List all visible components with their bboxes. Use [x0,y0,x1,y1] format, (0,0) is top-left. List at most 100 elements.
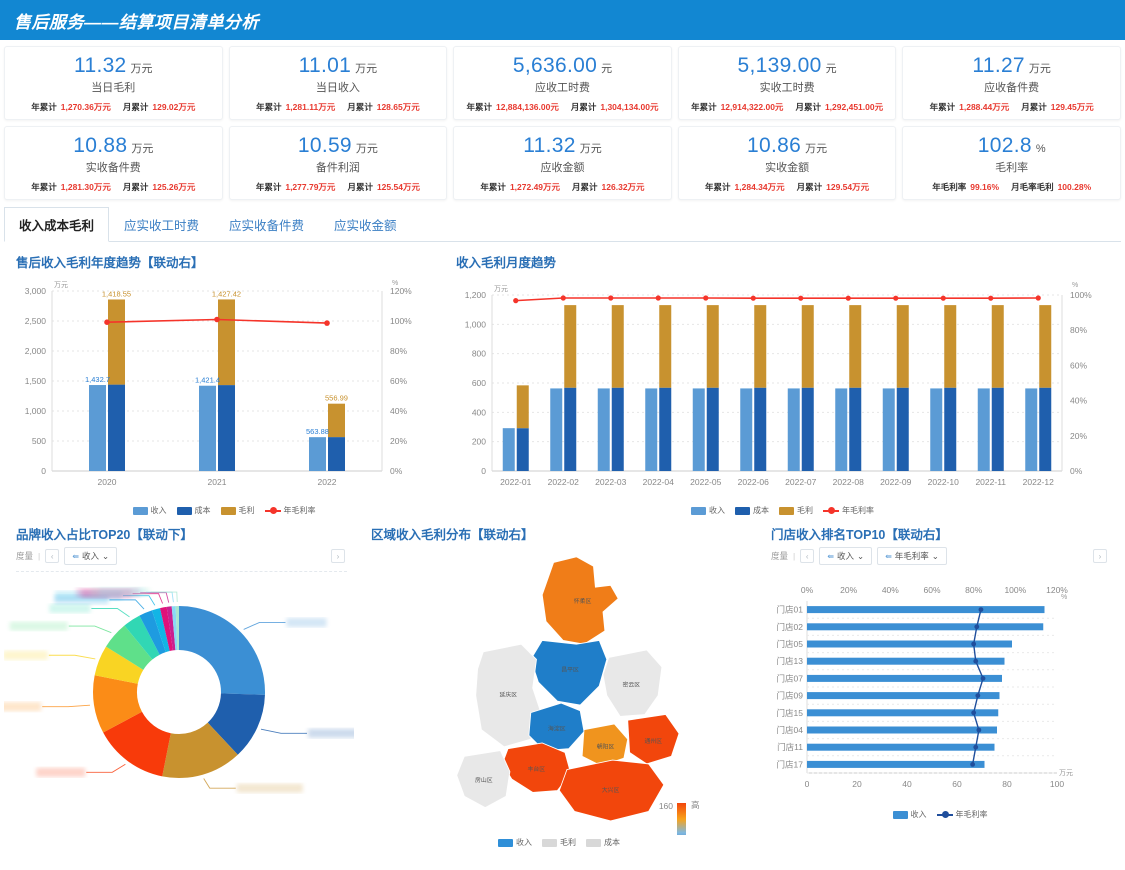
donut-slice[interactable] [124,615,160,660]
map-region[interactable] [528,702,585,752]
donut-slice[interactable] [162,722,238,778]
donut-slice[interactable] [93,675,142,733]
svg-text:2022-10: 2022-10 [928,477,959,487]
brand-next-button[interactable]: › [331,549,345,563]
kpi-card[interactable]: 102.8% 毛利率 年毛利率 99.16% 月毛率毛利 100.28% [902,126,1121,200]
brand-donut-chart[interactable] [4,572,354,824]
tab-1[interactable]: 应实收工时费 [124,219,200,233]
donut-slice[interactable] [207,693,265,755]
legend-item[interactable]: 年毛利率 [936,809,988,820]
svg-text:20%: 20% [390,436,407,446]
donut-slice[interactable] [94,646,144,684]
map-region[interactable] [475,643,541,748]
legend-item[interactable]: 收入 [498,837,532,848]
kpi-card[interactable]: 11.01 万元 当日收入 年累计 1,281.11万元 月累计 128.65万元 [228,46,448,120]
legend-item[interactable]: 收入 [132,505,167,516]
store-measure-select-2[interactable]: ⇚ 年毛利率 ⌄ [877,547,947,565]
svg-text:100%: 100% [1004,585,1026,595]
svg-text:2022-08: 2022-08 [833,477,864,487]
region-map-chart[interactable]: 怀柔区昌平区延庆区密云区海淀区朝阳区丰台区房山区通州区大兴区16063高低 [359,545,759,835]
donut-slice[interactable] [179,606,265,695]
trend-charts-row: 售后收入毛利年度趋势【联动右】 3,000 2,500 2,000 1,500 1,00… [0,242,1125,516]
region-map-title: 区域收入毛利分布【联动右】 [371,528,534,542]
kpi-sub-key: 年累计 [480,181,506,192]
map-region[interactable] [627,714,680,765]
svg-text:2021: 2021 [208,477,227,487]
kpi-sub-item: 年毛利率 99.16% [932,181,999,193]
svg-text:门店11: 门店11 [777,742,803,752]
kpi-card[interactable]: 10.86 万元 实收金额 年累计 1,284.34万元 月累计 129.54万元 [677,126,897,200]
kpi-card[interactable]: 11.32 万元 应收金额 年累计 1,272.49万元 月累计 126.32万元 [453,126,672,200]
kpi-unit: 万元 [355,62,378,75]
map-region[interactable] [541,556,619,645]
yearly-trend-title: 售后收入毛利年度趋势【联动右】 [16,256,204,270]
map-region[interactable] [558,759,665,822]
kpi-sub-value: 12,914,322.00元 [720,101,784,112]
kpi-label: 应收工时费 [534,81,590,94]
yearly-trend-chart[interactable]: 3,000 2,500 2,000 1,500 1,000 500 0 0% 20% 40% 60%… [4,273,434,503]
legend-item[interactable]: 毛利 [220,505,255,516]
legend-item[interactable]: 成本 [586,837,620,848]
legend-item[interactable]: 收入 [892,809,927,820]
kpi-card[interactable]: 10.88 万元 实收备件费 年累计 1,281.30万元 月累计 125.26万元 [4,126,223,200]
donut-slice[interactable] [139,610,166,655]
kpi-card[interactable]: 10.59 万元 备件利润 年累计 1,277.79万元 月累计 125.54万元 [228,126,448,200]
map-region[interactable] [581,723,629,767]
legend-swatch [691,506,706,515]
store-ranking-chart[interactable]: 0% 20% 40% 60% 80% 100% 120%% 0 20 40 60 80 100 万元 门店0… [759,577,1109,807]
brand-measure-select[interactable]: ⇚ 收入 ⌄ [64,547,118,565]
svg-text:1,432.7: 1,432.7 [85,375,110,384]
kpi-sub-row: 年累计 1,270.36万元 月累计 129.02万元 [31,101,195,113]
kpi-sub-item: 月累计 1,292,451.00元 [795,101,883,113]
kpi-main: 10.59 万元 [298,134,378,158]
map-region[interactable] [602,649,663,717]
svg-text:门店17: 门店17 [777,759,804,769]
store-next-button[interactable]: › [1093,549,1107,563]
store-ranking-legend: 收入 年毛利率 [759,809,1121,820]
legend-item[interactable]: 年毛利率 [264,505,316,516]
svg-text:0: 0 [481,466,486,476]
tab-2[interactable]: 应实收备件费 [229,219,305,233]
kpi-card[interactable]: 5,636.00 元应收工时费 年累计 12,884,136.00元 月累计 1,304,… [453,46,672,120]
map-region-label: 海淀区 [548,724,566,732]
map-region[interactable] [456,750,511,809]
svg-text:80: 80 [1002,779,1012,789]
map-region-label: 延庆区 [500,690,518,698]
donut-slice[interactable] [160,606,173,652]
store-measure-select-1[interactable]: ⇚ 收入 ⌄ [819,547,873,565]
kpi-sub-key: 年累计 [31,101,57,112]
map-legend-high-label: 高 [691,800,700,810]
brand-prev-button[interactable]: ‹ [45,549,60,563]
kpi-sub-item: 年累计 12,914,322.00元 [691,101,783,113]
kpi-main: 10.86 万元 [747,134,827,158]
kpi-card[interactable]: 11.27 万元 应收备件费 年累计 1,288.44万元 月累计 129.45万元 [902,46,1121,120]
legend-item[interactable]: 成本 [176,505,211,516]
tab-3[interactable]: 应实收金额 [334,219,397,233]
svg-text:1,421.4: 1,421.4 [195,376,220,385]
kpi-unit: 万元 [579,142,602,155]
kpi-label: 毛利率 [995,161,1029,174]
legend-item[interactable]: 成本 [735,505,769,516]
legend-label: 收入 [910,810,927,819]
legend-item[interactable]: 毛利 [542,837,576,848]
donut-slice[interactable] [151,608,170,653]
donut-slice[interactable] [105,625,153,670]
legend-item[interactable]: 毛利 [779,505,813,516]
kpi-card[interactable]: 11.32 万元 当日毛利 年累计 1,270.36万元 月累计 129.02万元 [4,46,223,120]
store-prev-button[interactable]: ‹ [800,549,815,563]
svg-text:120%: 120% [390,286,412,296]
map-region-label: 丰台区 [527,765,545,773]
kpi-value: 11.32 [523,133,576,157]
tab-0[interactable]: 收入成本毛利 [4,207,110,242]
donut-slice[interactable] [103,711,171,777]
svg-text:2,500: 2,500 [25,316,47,326]
legend-item[interactable]: 收入 [691,505,725,516]
legend-item[interactable]: 年毛利率 [823,505,874,516]
monthly-trend-chart[interactable]: 0 200 400 600 800 1,000 1,200 0% 20% 40% 60% 80% 100… [444,273,1114,503]
kpi-card[interactable]: 5,139.00 元实收工时费 年累计 12,914,322.00元 月累计 1,292,… [677,46,897,120]
donut-slice[interactable] [166,606,176,651]
kpi-sub-item: 月累计 129.45万元 [1021,101,1094,113]
svg-text:20%: 20% [840,585,857,595]
donut-slice[interactable] [175,606,179,651]
donut-slice[interactable] [171,606,178,651]
